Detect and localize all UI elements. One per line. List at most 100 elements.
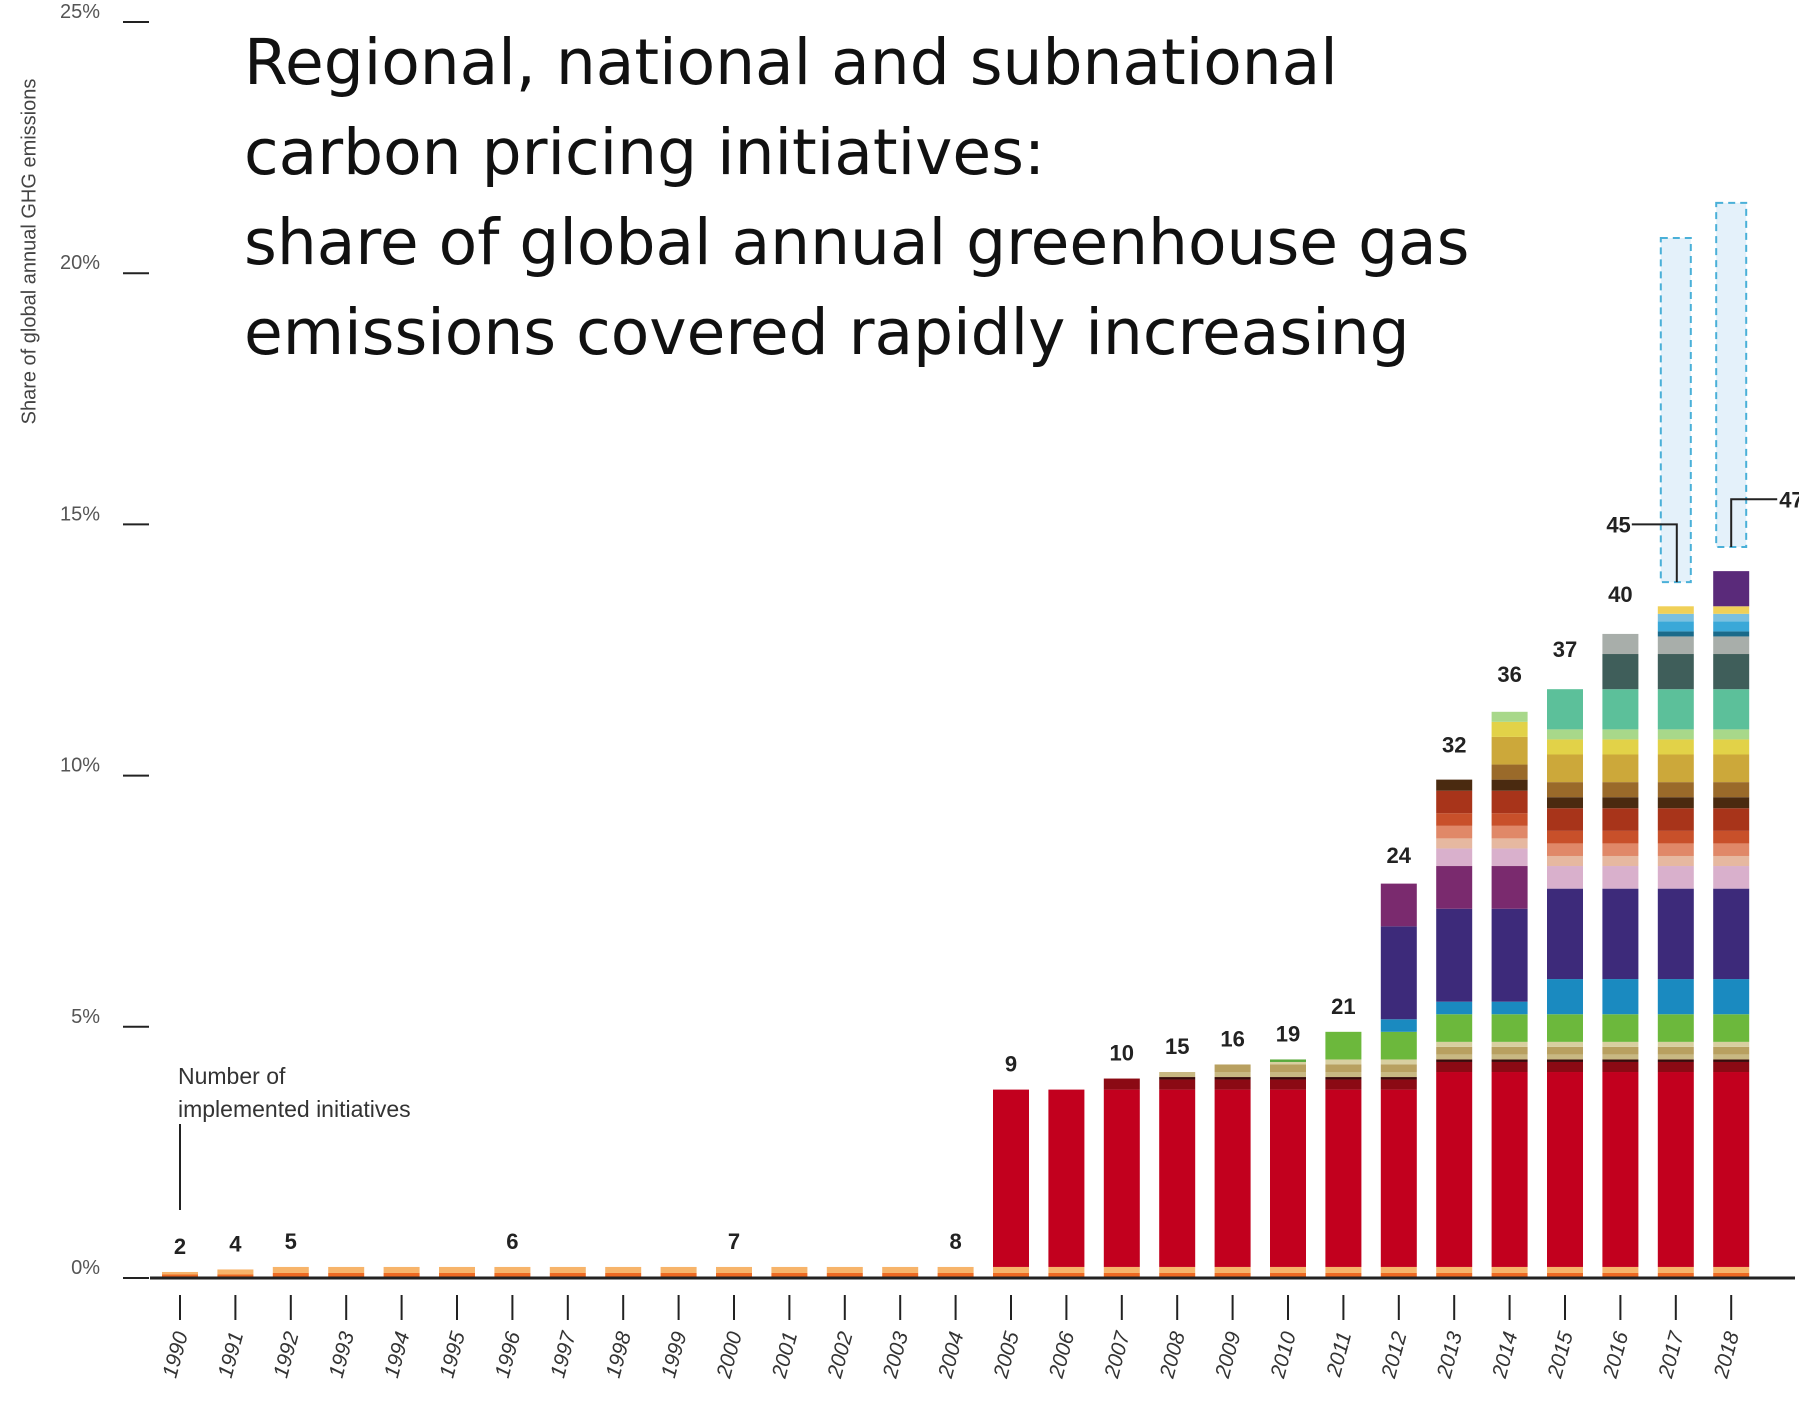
bar-segment — [1436, 908, 1473, 1002]
bar-segment — [1602, 1072, 1639, 1267]
bar-segment — [1713, 782, 1750, 798]
bar-segment — [1547, 1266, 1583, 1273]
bar-segment — [1547, 1059, 1583, 1062]
bar-segment — [1214, 1089, 1251, 1267]
bar-segment — [1713, 797, 1750, 809]
bar-segment — [1048, 1272, 1085, 1278]
count-leader — [1730, 498, 1778, 548]
x-tick-label: 1993 — [325, 1329, 359, 1380]
bar-segment — [1491, 825, 1528, 839]
bar-segment — [1713, 888, 1750, 980]
count-label: 9 — [1005, 1052, 1017, 1077]
bar-segment — [1325, 1089, 1362, 1267]
bar-segment — [1602, 830, 1639, 844]
bar-segment — [1214, 1077, 1251, 1080]
bar-segment — [1270, 1061, 1306, 1065]
bar-segment — [1547, 729, 1583, 740]
bar-segment — [1380, 1059, 1417, 1065]
x-tick-label: 2001 — [768, 1329, 803, 1381]
bar-segment — [1436, 1266, 1473, 1273]
bar-segment — [1602, 633, 1639, 655]
bar-segment — [1436, 838, 1473, 849]
bar-segment — [1657, 636, 1694, 655]
bar-segment — [1436, 1041, 1473, 1047]
bar-segment — [1713, 808, 1750, 831]
bar-segment — [1547, 1054, 1583, 1060]
bar-segment — [1325, 1064, 1362, 1073]
bar-segment — [1657, 888, 1694, 980]
bar-segment — [1657, 739, 1694, 755]
bar-segment — [1436, 825, 1473, 839]
x-tick-label: 1998 — [602, 1329, 636, 1380]
annotation-line: implemented initiatives — [178, 1096, 411, 1122]
bar-segment — [1547, 866, 1583, 889]
count-label: 2 — [174, 1234, 186, 1259]
x-tick-label: 1996 — [491, 1329, 525, 1380]
x-tick-label: 2007 — [1100, 1328, 1135, 1381]
bar-segment — [1547, 808, 1583, 831]
bar-segment — [1380, 1272, 1417, 1278]
bar-segment — [1436, 1072, 1473, 1267]
bar-segment — [1380, 1031, 1417, 1060]
bar-segment — [1657, 1072, 1694, 1267]
bar-segment — [1713, 571, 1750, 607]
bar-segment — [937, 1266, 974, 1273]
bar-segment — [1602, 654, 1639, 690]
bar-segment — [660, 1266, 697, 1273]
bar-segment — [1547, 1061, 1583, 1073]
bar-segment — [1602, 1054, 1639, 1060]
bar-segment — [1491, 1001, 1528, 1015]
bar-segment — [1214, 1079, 1251, 1090]
count-label: 8 — [949, 1229, 961, 1254]
bar-segment — [1547, 1046, 1583, 1055]
bar-segment — [1602, 1061, 1639, 1073]
bar-segment — [162, 1274, 198, 1278]
bar-segment — [1713, 606, 1750, 614]
bar-segment — [1436, 790, 1473, 814]
x-tick-label: 2018 — [1709, 1329, 1744, 1381]
bar-segment — [1491, 1054, 1528, 1060]
x-tick-label: 1994 — [380, 1329, 414, 1380]
x-tick-label: 2016 — [1599, 1329, 1634, 1381]
count-label: 6 — [506, 1229, 518, 1254]
y-tick-label: 25% — [60, 1, 100, 23]
bar-segment — [1325, 1059, 1362, 1065]
bar-segment — [1657, 843, 1694, 856]
bar-segment — [1713, 1061, 1750, 1073]
x-tick-label: 2011 — [1322, 1329, 1356, 1380]
bar-segment — [1436, 779, 1473, 791]
bar-segment — [1657, 689, 1694, 730]
bar-segment — [605, 1266, 642, 1273]
bar-segment — [1713, 979, 1750, 1015]
chart-title: Regional, national and subnational carbo… — [244, 18, 1494, 378]
bar-segment — [1713, 739, 1750, 755]
bar-segment — [1380, 1019, 1417, 1032]
bar-segment — [1491, 764, 1528, 780]
bar-segment — [1657, 613, 1694, 622]
bar-segment — [1713, 1072, 1750, 1267]
bar-segment — [1380, 1089, 1417, 1267]
bar-segment — [1103, 1272, 1140, 1278]
x-tick-label: 1999 — [657, 1329, 691, 1380]
bar-segment — [1602, 754, 1639, 783]
bar-segment — [1547, 888, 1583, 980]
bar-segment — [162, 1271, 198, 1275]
bar-segment — [1657, 808, 1694, 831]
bar-segment — [1657, 866, 1694, 889]
bar-segment — [1713, 621, 1750, 632]
bar-segment — [1657, 830, 1694, 844]
bar-segment — [993, 1089, 1029, 1267]
bar-segment — [1713, 1054, 1750, 1060]
x-tick-label: 2010 — [1266, 1329, 1301, 1381]
bar-segment — [272, 1266, 309, 1273]
y-tick-label: 10% — [60, 755, 100, 777]
count-label: 37 — [1553, 637, 1577, 662]
bar-segment — [1436, 1061, 1473, 1073]
bar-segment — [1602, 1266, 1639, 1273]
x-tick-label: 1992 — [269, 1329, 303, 1380]
bar-segment — [1380, 1077, 1417, 1080]
bar-segment — [1657, 654, 1694, 690]
bar-segment — [383, 1266, 420, 1273]
bar-segment — [1713, 1059, 1750, 1062]
